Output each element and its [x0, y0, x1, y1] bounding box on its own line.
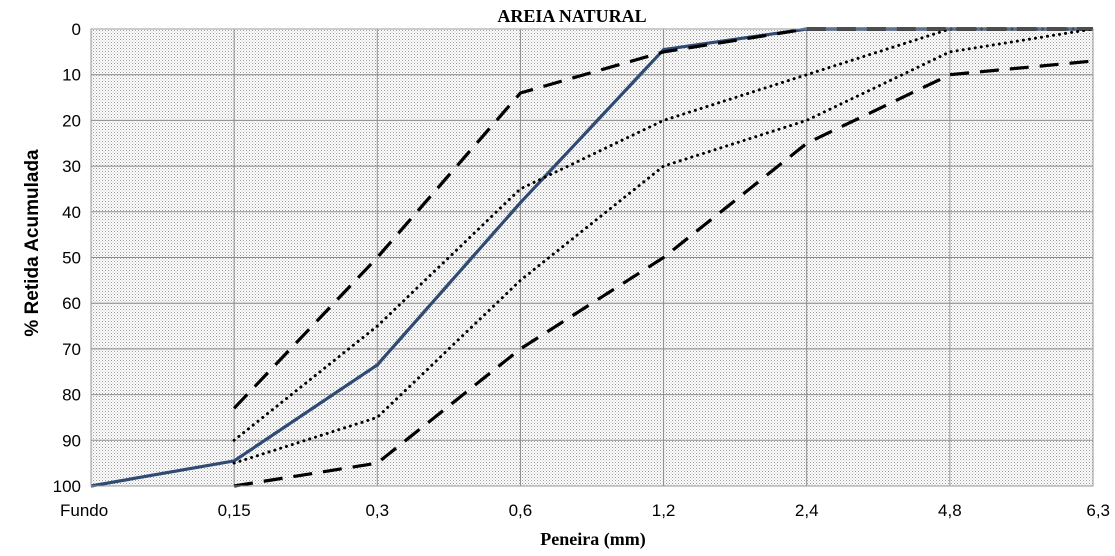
- series-line-dashed-2: [233, 59, 1094, 488]
- x-tick-label: 2,4: [795, 501, 819, 520]
- y-tick-label: 70: [62, 340, 81, 359]
- y-tick-label: 30: [62, 157, 81, 176]
- x-tick-label: Fundo: [60, 501, 108, 520]
- y-tick-label: 60: [62, 294, 81, 313]
- plot-border: [90, 28, 1094, 487]
- x-tick-label: 6,3: [1086, 501, 1110, 520]
- y-axis-label: % Retida Acumulada: [22, 149, 43, 337]
- y-tick-label: 0: [72, 20, 81, 39]
- series-line-dashed-1: [232, 27, 1093, 410]
- chart-title: AREIA NATURAL: [497, 6, 646, 26]
- y-tick-label: 20: [62, 111, 81, 130]
- x-tick-label: 4,8: [938, 501, 962, 520]
- x-axis-label: Peneira (mm): [540, 529, 645, 550]
- y-tick-label: 40: [62, 203, 81, 222]
- y-tick-label: 100: [53, 477, 81, 496]
- x-tick-label: 1,2: [652, 501, 676, 520]
- y-axis-ticks: 0 10 20 30 40 50 60 70 80 90 100: [53, 20, 81, 496]
- x-axis-ticks: Fundo 0,15 0,3 0,6 1,2 2,4 4,8 6,3: [60, 501, 1110, 520]
- y-tick-label: 50: [62, 249, 81, 268]
- y-tick-label: 10: [62, 66, 81, 85]
- x-tick-label: 0,6: [509, 501, 533, 520]
- x-tick-label: 0,15: [218, 501, 251, 520]
- series-line-dotted-4: [232, 27, 1095, 465]
- x-tick-label: 0,3: [365, 501, 389, 520]
- y-tick-label: 80: [62, 386, 81, 405]
- y-tick-label: 90: [62, 431, 81, 450]
